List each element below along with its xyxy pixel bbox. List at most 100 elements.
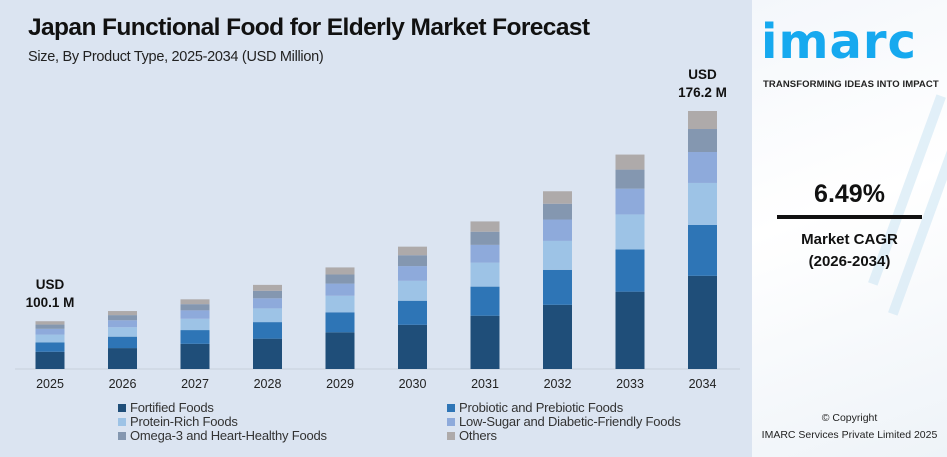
bar-segment-2025-1 (35, 342, 65, 352)
bar-segment-2032-4 (543, 203, 572, 220)
legend-label: Protein-Rich Foods (130, 414, 238, 429)
imarc-logo: imarc (761, 14, 917, 70)
data-label: USD (36, 277, 65, 292)
legend-label: Low-Sugar and Diabetic-Friendly Foods (459, 414, 681, 429)
bar-segment-2034-2 (688, 182, 717, 225)
legend-swatch (118, 403, 126, 412)
bar-segment-2032-0 (543, 304, 572, 369)
bar-segment-2028-1 (253, 322, 282, 339)
bar-segment-2029-0 (325, 332, 355, 369)
bar-segment-2031-5 (470, 221, 500, 232)
legend-swatch (447, 431, 455, 440)
data-label: USD (688, 67, 717, 82)
cagr-value: 6.49% (814, 180, 885, 208)
legend-swatch (118, 431, 126, 440)
legend-label: Others (459, 428, 497, 443)
bar-segment-2029-4 (325, 274, 355, 284)
legend-item: Omega-3 and Heart-Healthy Foods (118, 428, 327, 443)
data-label: 100.1 M (26, 295, 75, 310)
bar-segment-2026-3 (108, 320, 137, 328)
bar-segment-2029-1 (325, 312, 355, 333)
legend-swatch (447, 403, 455, 412)
cagr-period: (2026-2034) (808, 253, 891, 270)
x-tick-label: 2034 (689, 377, 717, 391)
bar-segment-2033-2 (615, 214, 645, 250)
bar-segment-2026-2 (108, 327, 137, 337)
bar-segment-2031-0 (470, 315, 500, 369)
copyright-line2: IMARC Services Private Limited 2025 (761, 429, 938, 441)
bar-segment-2028-2 (253, 308, 282, 323)
bar-segment-2030-0 (398, 324, 427, 369)
bar-segment-2027-2 (180, 318, 210, 331)
bar-segment-2033-5 (615, 154, 645, 170)
legend-item: Probiotic and Prebiotic Foods (447, 400, 623, 415)
x-tick-label: 2032 (544, 377, 572, 391)
x-tick-label: 2030 (399, 377, 427, 391)
bar-segment-2031-2 (470, 262, 500, 287)
x-tick-label: 2028 (254, 377, 282, 391)
bar-segment-2025-5 (35, 321, 65, 325)
copyright: © Copyright IMARC Services Private Limit… (752, 410, 947, 444)
bar-segment-2028-3 (253, 298, 282, 309)
cagr-label-text: Market CAGR (801, 231, 898, 248)
data-label: 176.2 M (678, 85, 727, 100)
brand-panel: imarc TRANSFORMING IDEAS INTO IMPACT 6.4… (752, 0, 947, 457)
x-tick-label: 2026 (109, 377, 137, 391)
bar-segment-2028-4 (253, 290, 282, 299)
bar-segment-2033-1 (615, 249, 645, 292)
legend-label: Probiotic and Prebiotic Foods (459, 400, 624, 415)
bar-segment-2030-5 (398, 246, 427, 256)
legend-item: Protein-Rich Foods (118, 414, 238, 429)
x-tick-label: 2033 (616, 377, 644, 391)
bar-segment-2029-3 (325, 283, 355, 296)
chart-panel: Japan Functional Food for Elderly Market… (15, 14, 740, 443)
bar-segment-2027-1 (180, 330, 210, 344)
bar-segment-2033-4 (615, 169, 645, 189)
brand-tagline: TRANSFORMING IDEAS INTO IMPACT (763, 79, 939, 90)
x-tick-label: 2027 (181, 377, 209, 391)
legend-label: Omega-3 and Heart-Healthy Foods (130, 428, 327, 443)
bar-segment-2030-4 (398, 255, 427, 267)
legend-swatch (118, 417, 126, 426)
bar-segment-2030-3 (398, 266, 427, 281)
bar-segment-2030-1 (398, 300, 427, 325)
bar-segment-2034-0 (688, 275, 717, 369)
bar-segment-2032-3 (543, 219, 572, 241)
bar-segment-2033-3 (615, 188, 645, 215)
legend-swatch (447, 417, 455, 426)
bar-segment-2027-3 (180, 310, 210, 319)
stacked-bar-chart: 2025 USD 100.1 M 2026 2027 2028 2029 2030 2031 20… (15, 67, 740, 391)
divider (777, 215, 922, 219)
bar-segment-2026-0 (108, 348, 137, 369)
bar-segment-2030-2 (398, 280, 427, 301)
bar-segment-2026-4 (108, 315, 137, 321)
bar-segment-2034-1 (688, 224, 717, 276)
bar-segment-2027-0 (180, 343, 210, 369)
bar-segment-2029-2 (325, 295, 355, 313)
legend-item: Fortified Foods (118, 400, 214, 415)
bar-segment-2025-3 (35, 328, 65, 335)
copyright-line1: © Copyright (821, 412, 878, 424)
bar-segment-2028-0 (253, 338, 282, 369)
bar-segment-2032-2 (543, 240, 572, 270)
bar-segment-2031-1 (470, 286, 500, 316)
bar-segment-2031-3 (470, 244, 500, 263)
bar-segment-2034-3 (688, 152, 717, 183)
x-tick-label: 2029 (326, 377, 354, 391)
bar-segment-2027-5 (180, 299, 210, 305)
chart-title: Japan Functional Food for Elderly Market… (28, 14, 590, 41)
bar-segment-2027-4 (180, 304, 210, 311)
bar-segment-2026-5 (108, 311, 137, 316)
bar-segment-2032-5 (543, 191, 572, 204)
bar-segment-2029-5 (325, 267, 355, 275)
bar-segment-2034-4 (688, 129, 717, 153)
legend-label: Fortified Foods (130, 400, 214, 415)
bar-segment-2032-1 (543, 269, 572, 305)
x-tick-label: 2031 (471, 377, 499, 391)
bar-segment-2028-5 (253, 284, 282, 291)
bar-segment-2025-0 (35, 351, 65, 369)
x-tick-label: 2025 (36, 377, 64, 391)
cagr-label: Market CAGR (2026-2034) (752, 229, 947, 273)
chart-subtitle: Size, By Product Type, 2025-2034 (USD Mi… (28, 49, 324, 65)
legend-item: Low-Sugar and Diabetic-Friendly Foods (447, 414, 681, 429)
